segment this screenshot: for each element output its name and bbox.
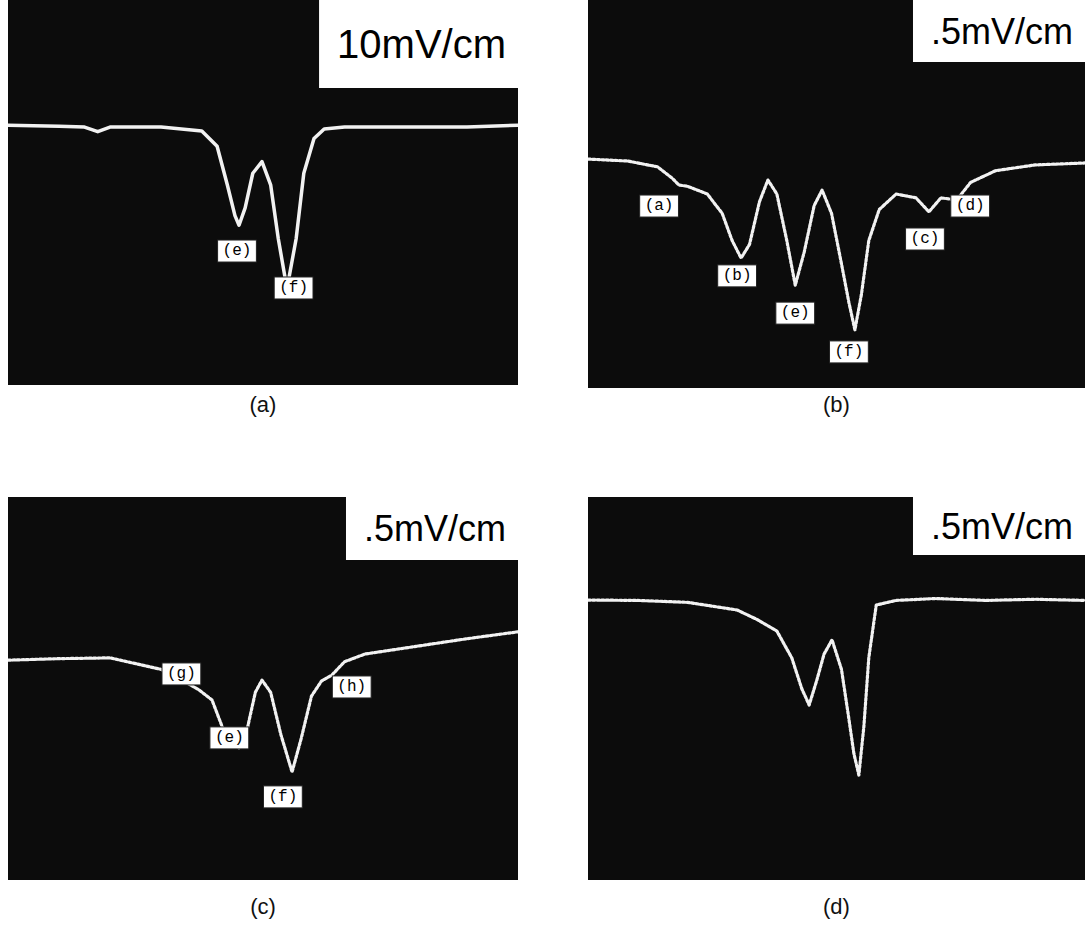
peak-label: (h) (332, 676, 371, 698)
peak-label: (a) (640, 195, 679, 217)
peak-label-box (640, 195, 679, 217)
panel: (e) (f) 10mV/cm (8, 0, 518, 385)
peak-label-text: (a) (645, 197, 674, 215)
panel-caption: (d) (823, 894, 850, 919)
peak-label-text: (e) (781, 304, 810, 322)
sensitivity-label: .5mV/cm (913, 497, 1085, 555)
peak-label-box (218, 240, 257, 262)
trace (588, 599, 1085, 776)
peak-label-box (210, 727, 249, 749)
sensitivity-box (913, 497, 1085, 555)
plot-area (8, 125, 518, 289)
peak-label: (e) (776, 302, 815, 324)
peak-label: (e) (218, 240, 257, 262)
scope-screen (588, 497, 1085, 880)
sensitivity-text: .5mV/cm (931, 11, 1073, 52)
peak-label-box (830, 341, 869, 363)
panel-caption: (b) (823, 392, 850, 417)
sensitivity-label: .5mV/cm (913, 0, 1085, 62)
peak-label-text: (f) (835, 343, 864, 361)
plot-area (8, 632, 518, 772)
peak-label-text: (b) (723, 267, 752, 285)
sensitivity-box (319, 0, 518, 88)
peak-label-box (906, 228, 945, 250)
peak-label-text: (h) (337, 678, 366, 696)
peak-label: (d) (951, 195, 990, 217)
peak-label-box (263, 786, 302, 808)
peak-label-text: (g) (167, 665, 196, 683)
plot-area (588, 159, 1085, 330)
peak-label-text: (e) (223, 242, 252, 260)
plot-area (588, 599, 1085, 776)
panel-caption: (a) (250, 392, 277, 417)
trace (8, 632, 518, 772)
peak-label-box (951, 195, 990, 217)
peak-label: (f) (274, 277, 313, 299)
peak-label: (g) (162, 663, 201, 685)
peak-label-box (718, 265, 757, 287)
sensitivity-text: .5mV/cm (364, 508, 506, 549)
panel: .5mV/cm (588, 497, 1085, 880)
scope-screen (588, 0, 1085, 388)
sensitivity-label: .5mV/cm (346, 497, 518, 560)
sensitivity-label: 10mV/cm (319, 0, 518, 88)
page-background (0, 0, 1091, 940)
peak-label-box (332, 676, 371, 698)
scope-screen (8, 0, 518, 385)
sensitivity-text: 10mV/cm (337, 22, 506, 66)
sensitivity-box (913, 0, 1085, 62)
peak-label-box (274, 277, 313, 299)
peak-label-box (162, 663, 201, 685)
peak-label: (f) (830, 341, 869, 363)
panel: (g) (e) (f) (h) .5mV/cm (8, 497, 518, 880)
figure: (e) (f) 10mV/cm (a) (a) (b) (e) (f) (c) (d) .5mV/c… (0, 0, 1091, 940)
peak-label: (b) (718, 265, 757, 287)
scope-screen (8, 497, 518, 880)
peak-label: (e) (210, 727, 249, 749)
peak-label-box (776, 302, 815, 324)
sensitivity-text: .5mV/cm (931, 506, 1073, 547)
peak-label-text: (f) (268, 788, 297, 806)
peak-label-text: (c) (911, 230, 940, 248)
peak-label: (f) (263, 786, 302, 808)
peak-label-text: (d) (956, 197, 985, 215)
sensitivity-box (346, 497, 518, 560)
trace (588, 159, 1085, 330)
peak-label-text: (f) (279, 279, 308, 297)
peak-label: (c) (906, 228, 945, 250)
panel-caption: (c) (250, 894, 276, 919)
peak-label-text: (e) (215, 729, 244, 747)
trace (8, 125, 518, 289)
panel: (a) (b) (e) (f) (c) (d) .5mV/cm (588, 0, 1085, 388)
